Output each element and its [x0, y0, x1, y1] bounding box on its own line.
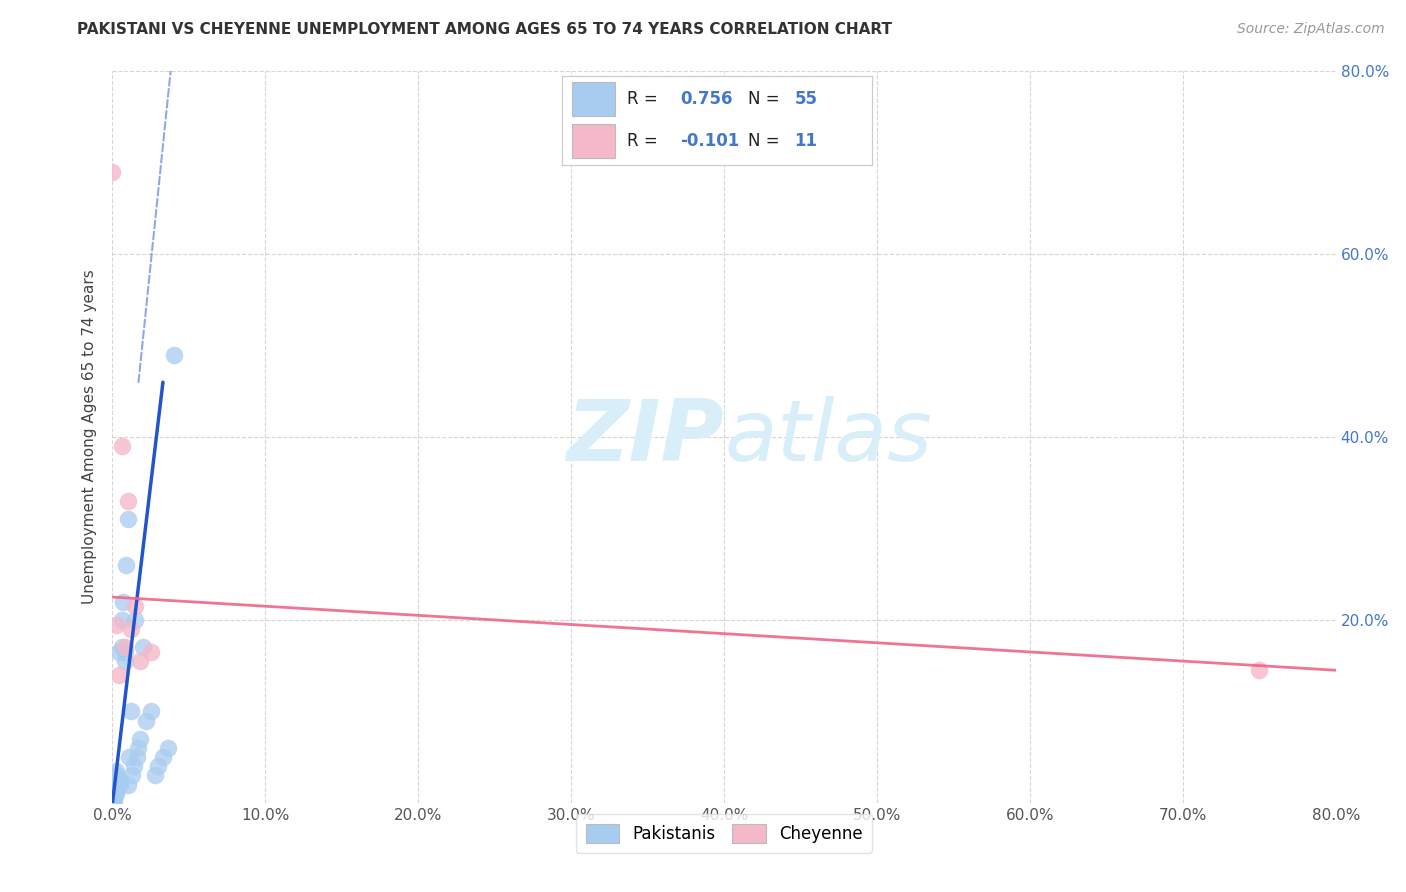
Point — [152, 750, 174, 764]
Text: atlas: atlas — [724, 395, 932, 479]
Point — [108, 772, 131, 787]
FancyBboxPatch shape — [572, 124, 614, 158]
Point — [104, 772, 127, 787]
Text: 11: 11 — [794, 132, 817, 150]
Point — [127, 740, 149, 755]
Point — [129, 731, 152, 746]
Point — [111, 640, 134, 655]
Point — [103, 778, 125, 792]
Point — [103, 768, 125, 782]
Text: 55: 55 — [794, 90, 817, 108]
Point — [129, 654, 152, 668]
Point — [108, 778, 131, 792]
Point — [120, 705, 142, 719]
Point — [111, 439, 134, 453]
Text: R =: R = — [627, 132, 664, 150]
Point — [139, 645, 162, 659]
Point — [103, 772, 125, 787]
Point — [104, 617, 127, 632]
FancyBboxPatch shape — [572, 82, 614, 116]
Point — [124, 599, 146, 614]
Point — [101, 793, 124, 807]
Point — [117, 778, 139, 792]
Point — [104, 782, 127, 797]
Point — [103, 787, 125, 801]
Point — [104, 778, 127, 792]
Point — [107, 772, 129, 787]
Point — [103, 791, 125, 805]
Point — [107, 645, 129, 659]
Point — [114, 640, 136, 655]
Point — [148, 759, 170, 773]
Point — [103, 782, 125, 797]
Text: Source: ZipAtlas.com: Source: ZipAtlas.com — [1237, 22, 1385, 37]
Point — [101, 782, 124, 797]
Point — [114, 645, 136, 659]
Point — [118, 750, 141, 764]
Point — [156, 740, 179, 755]
Point — [111, 613, 134, 627]
Point — [121, 768, 143, 782]
Point — [101, 785, 124, 799]
Point — [122, 759, 145, 773]
Point — [132, 640, 155, 655]
Text: 0.756: 0.756 — [681, 90, 733, 108]
Point — [114, 654, 136, 668]
Point — [115, 558, 138, 573]
Point — [124, 613, 146, 627]
Point — [104, 764, 127, 778]
Point — [112, 594, 135, 608]
Point — [101, 789, 124, 803]
Point — [1249, 663, 1271, 677]
Point — [117, 494, 139, 508]
Point — [139, 705, 162, 719]
Point — [101, 791, 124, 805]
Text: ZIP: ZIP — [567, 395, 724, 479]
Point — [103, 780, 125, 794]
Point — [105, 782, 128, 797]
Text: N =: N = — [748, 90, 785, 108]
Y-axis label: Unemployment Among Ages 65 to 74 years: Unemployment Among Ages 65 to 74 years — [82, 269, 97, 605]
Point — [101, 778, 124, 792]
Text: -0.101: -0.101 — [681, 132, 740, 150]
Point — [105, 778, 128, 792]
Point — [125, 750, 148, 764]
Point — [103, 796, 125, 810]
Point — [101, 787, 124, 801]
Legend: Pakistanis, Cheyenne: Pakistanis, Cheyenne — [575, 814, 873, 853]
Point — [163, 348, 186, 362]
Point — [117, 512, 139, 526]
Point — [101, 794, 124, 808]
Point — [104, 787, 127, 801]
Point — [105, 768, 128, 782]
Point — [135, 714, 157, 728]
Point — [101, 780, 124, 794]
Text: R =: R = — [627, 90, 664, 108]
Text: PAKISTANI VS CHEYENNE UNEMPLOYMENT AMONG AGES 65 TO 74 YEARS CORRELATION CHART: PAKISTANI VS CHEYENNE UNEMPLOYMENT AMONG… — [77, 22, 893, 37]
Point — [120, 622, 142, 636]
Point — [143, 768, 166, 782]
Text: N =: N = — [748, 132, 785, 150]
Point — [101, 165, 124, 179]
Point — [107, 778, 129, 792]
Point — [101, 796, 124, 810]
Point — [107, 667, 129, 681]
